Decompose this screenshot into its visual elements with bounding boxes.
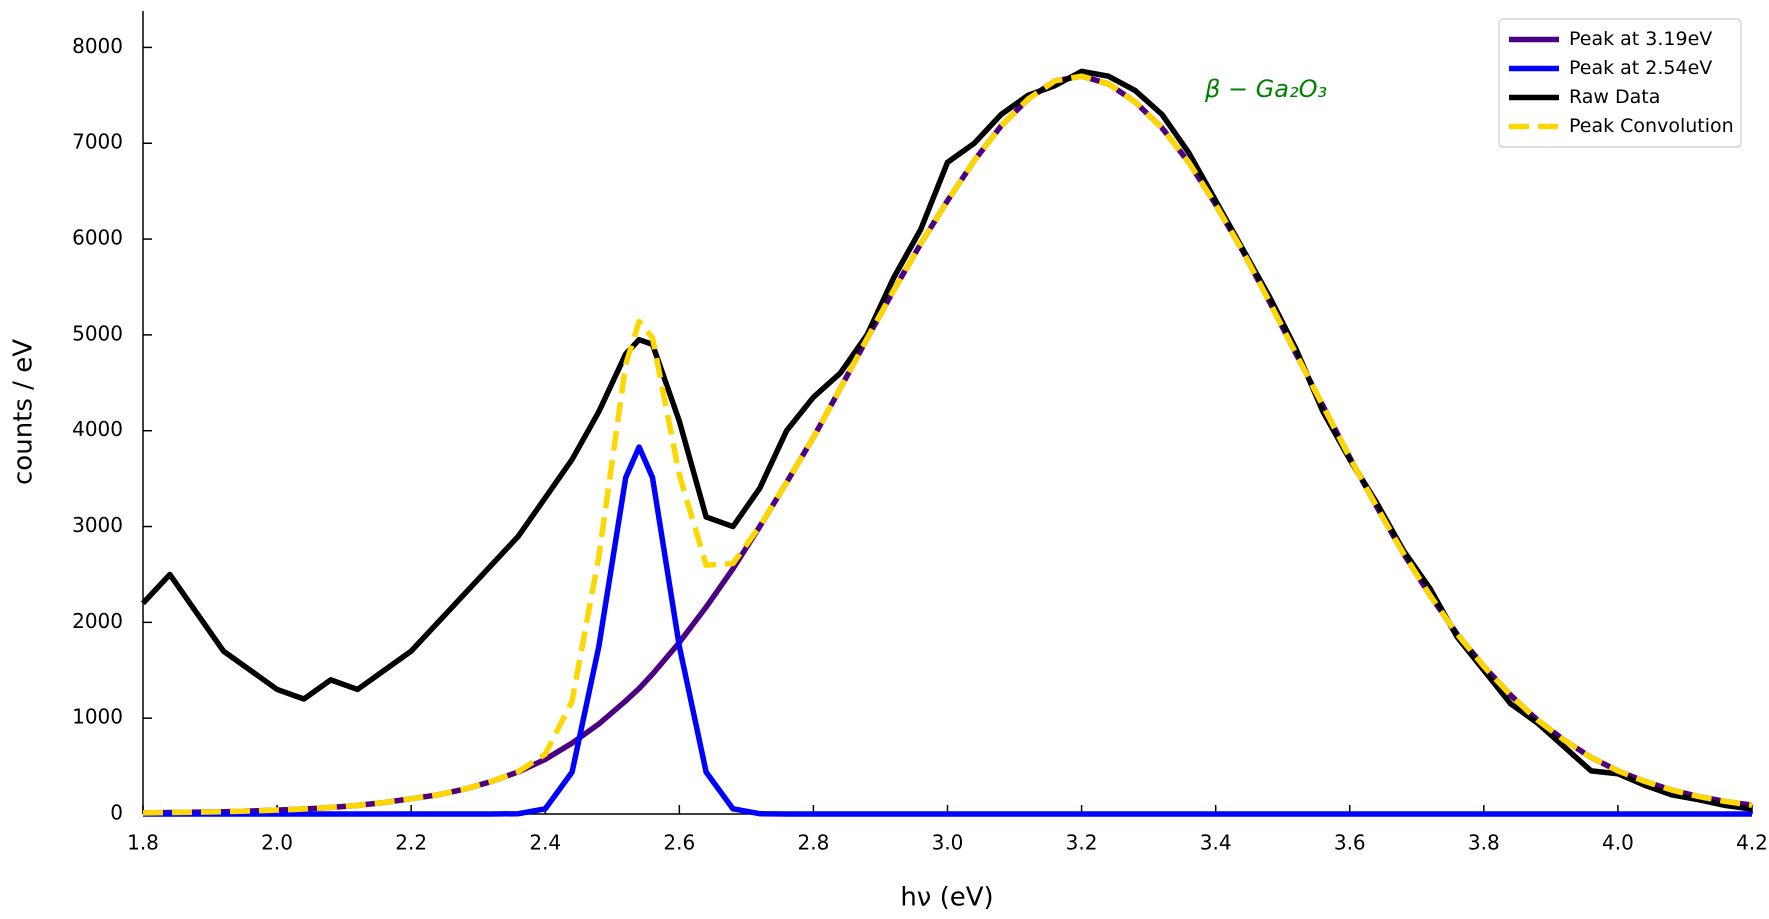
x-tick-label: 1.8	[127, 831, 159, 855]
y-tick-label: 1000	[72, 705, 123, 729]
y-tick-label: 3000	[72, 513, 123, 537]
legend-box	[1498, 18, 1742, 148]
annotation: β − Ga₂O₃	[1204, 75, 1327, 103]
series-line	[143, 444, 1752, 817]
y-tick-label: 8000	[72, 34, 123, 58]
x-tick-label: 2.2	[395, 831, 427, 855]
y-tick-label: 7000	[72, 130, 123, 154]
legend-label: Peak at 2.54eV	[1569, 57, 1712, 79]
legend-label: Peak Convolution	[1569, 115, 1734, 137]
legend-label: Raw Data	[1569, 86, 1660, 108]
x-tick-label: 3.8	[1468, 831, 1500, 855]
legend-label: Peak at 3.19eV	[1569, 28, 1712, 50]
y-tick-label: 6000	[72, 226, 123, 250]
y-tick-label: 4000	[72, 417, 123, 441]
x-tick-label: 4.2	[1736, 831, 1768, 855]
x-tick-label: 3.0	[932, 831, 964, 855]
x-tick-label: 3.6	[1334, 831, 1366, 855]
y-tick-label: 5000	[72, 321, 123, 345]
x-tick-label: 3.2	[1066, 831, 1098, 855]
x-tick-label: 2.8	[798, 831, 830, 855]
x-tick-label: 3.4	[1200, 831, 1232, 855]
x-tick-label: 4.0	[1602, 831, 1634, 855]
x-tick-label: 2.6	[663, 831, 695, 855]
x-tick-label: 2.0	[261, 831, 293, 855]
y-tick-label: 0	[110, 801, 123, 825]
series-line	[142, 73, 1753, 816]
x-tick-label: 2.4	[529, 831, 561, 855]
y-tick-label: 2000	[72, 609, 123, 633]
y-axis-label: counts / eV	[9, 339, 39, 485]
x-axis-label: hν (eV)	[900, 883, 993, 913]
